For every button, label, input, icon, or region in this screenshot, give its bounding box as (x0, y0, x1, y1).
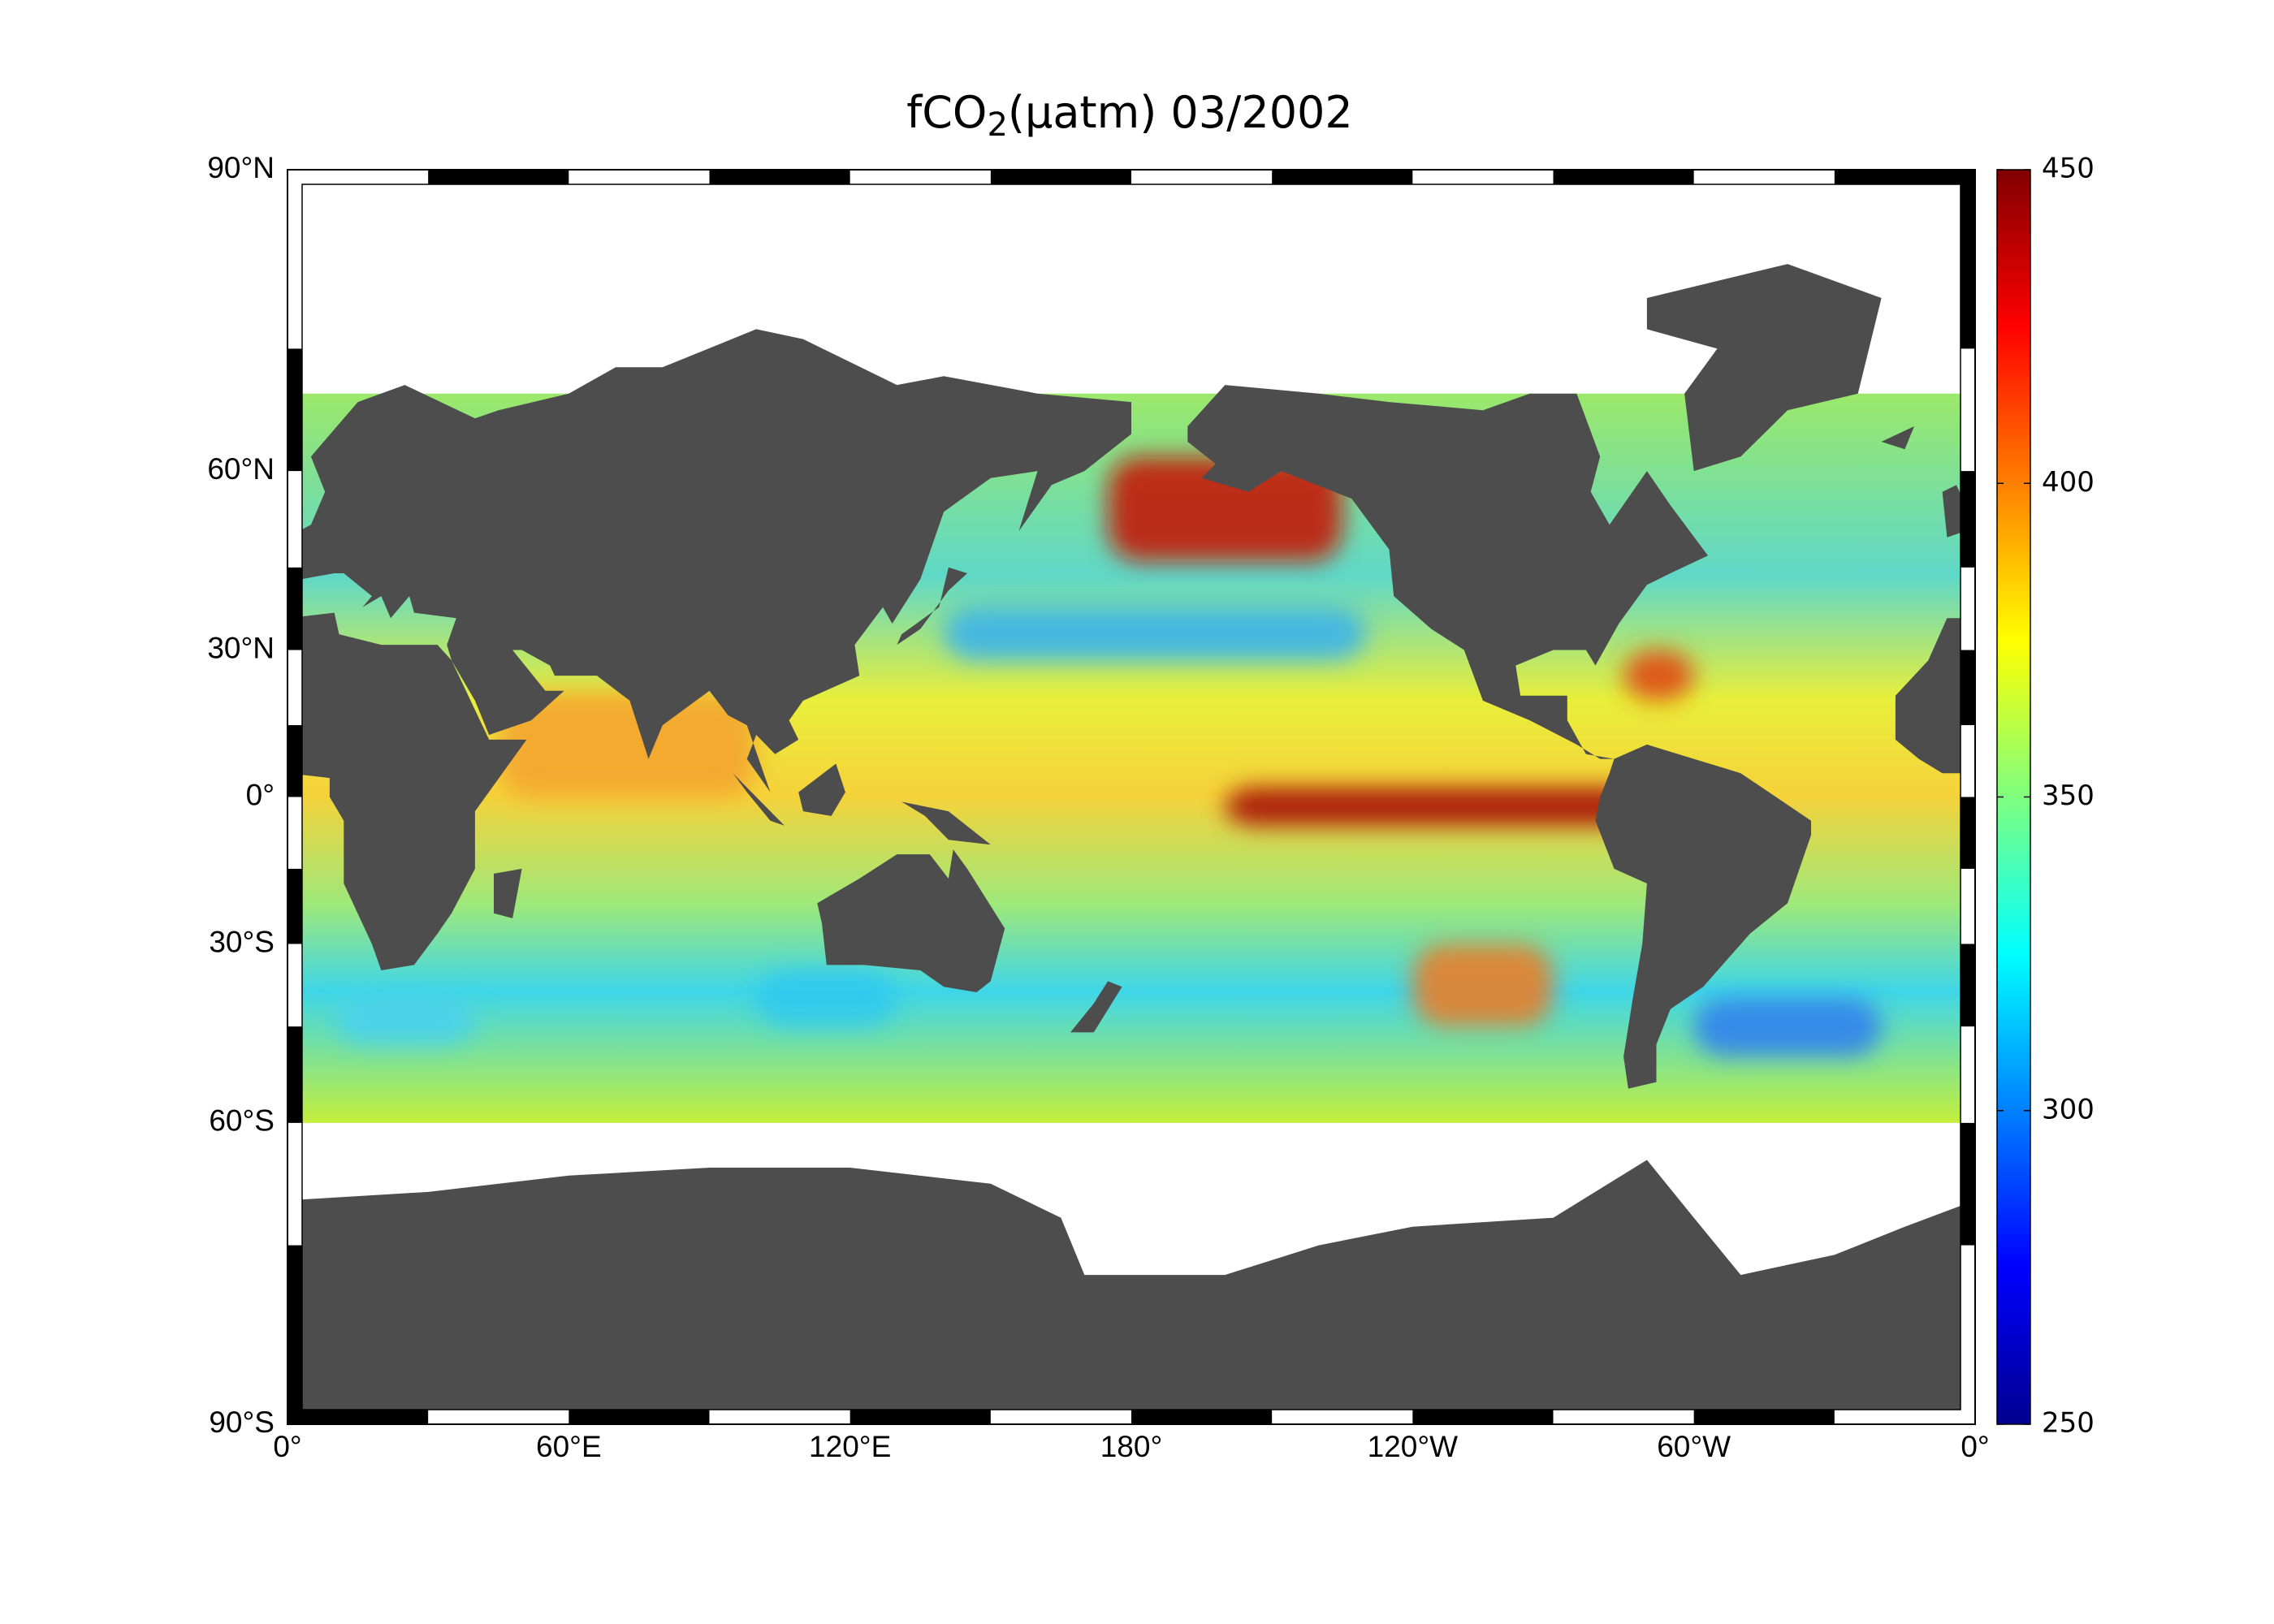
field-patch (334, 997, 475, 1045)
land (302, 612, 527, 970)
colorbar-tick-label: 350 (2042, 780, 2095, 812)
frame-band (990, 170, 1131, 184)
y-tick-label: 0° (246, 778, 275, 811)
land (1881, 426, 1914, 450)
frame-band (1961, 797, 1975, 869)
frame-band (1131, 1410, 1273, 1424)
frame-band (287, 1245, 302, 1424)
colorbar-tick-label: 400 (2042, 466, 2095, 499)
title-suffix: (µatm) 03/2002 (1008, 87, 1353, 138)
frame-band (1693, 1410, 1835, 1424)
x-tick-label: 120°W (1368, 1430, 1459, 1463)
y-tick-label: 90°N (207, 151, 275, 184)
land (733, 773, 785, 826)
frame-band (428, 170, 569, 184)
land (302, 1160, 1961, 1410)
x-tick-label: 0° (273, 1430, 301, 1463)
colorbar-tick-label: 300 (2042, 1093, 2095, 1125)
frame-band (1961, 1122, 1975, 1246)
frame-band (1834, 170, 1975, 184)
land (1942, 485, 1961, 538)
x-tick-label: 0° (1961, 1430, 1989, 1463)
land (1595, 744, 1811, 1089)
frame-band (287, 1410, 429, 1424)
land (1070, 981, 1122, 1033)
land (1895, 618, 1961, 774)
land (897, 567, 967, 646)
y-tick-label: 30°N (207, 631, 275, 664)
frame-band (568, 1410, 710, 1424)
frame-band (1553, 170, 1694, 184)
y-tick-label: 90°S (209, 1406, 275, 1439)
land (494, 868, 522, 918)
title-subscript: 2 (987, 106, 1007, 144)
frame-band (287, 868, 302, 944)
x-tick-label: 120°E (809, 1430, 891, 1463)
field-patch (1412, 944, 1554, 1027)
y-tick-label: 60°N (207, 452, 275, 486)
field-patch (1693, 997, 1882, 1057)
land (817, 849, 1005, 992)
title-prefix: fCO (906, 87, 987, 138)
field-patch (944, 607, 1366, 661)
frame-band (287, 567, 302, 650)
frame-band (1961, 170, 1975, 349)
frame-band (1961, 471, 1975, 568)
land (302, 329, 1131, 793)
frame-band (287, 348, 302, 472)
land (798, 763, 845, 816)
frame-band (1961, 944, 1975, 1027)
land (1187, 385, 1708, 759)
frame-band (1961, 650, 1975, 726)
frame-band (1272, 170, 1413, 184)
field-patch (1108, 456, 1342, 562)
field-patch (1623, 650, 1694, 701)
field-patch (498, 690, 757, 797)
field-highlights (334, 456, 1882, 1057)
colorbar-tick-label: 250 (2042, 1407, 2095, 1440)
y-tick-label: 60°S (209, 1104, 275, 1138)
map-content (302, 264, 1961, 1410)
map-title: fCO2(µatm) 03/2002 (906, 87, 1353, 144)
x-tick-label: 180° (1100, 1430, 1163, 1463)
x-tick-label: 60°E (536, 1430, 602, 1463)
colorbar-tick-label: 450 (2042, 153, 2095, 185)
frame-band (850, 1410, 991, 1424)
land (1646, 264, 1882, 472)
frame-band (709, 170, 850, 184)
field-patch (756, 970, 897, 1027)
x-tick-label: 60°W (1657, 1430, 1731, 1463)
frame-band (287, 725, 302, 797)
y-tick-label: 30°S (209, 925, 275, 958)
frame-band (1412, 1410, 1554, 1424)
field-patch (1225, 787, 1647, 826)
frame-band (287, 1026, 302, 1123)
land (901, 801, 991, 845)
